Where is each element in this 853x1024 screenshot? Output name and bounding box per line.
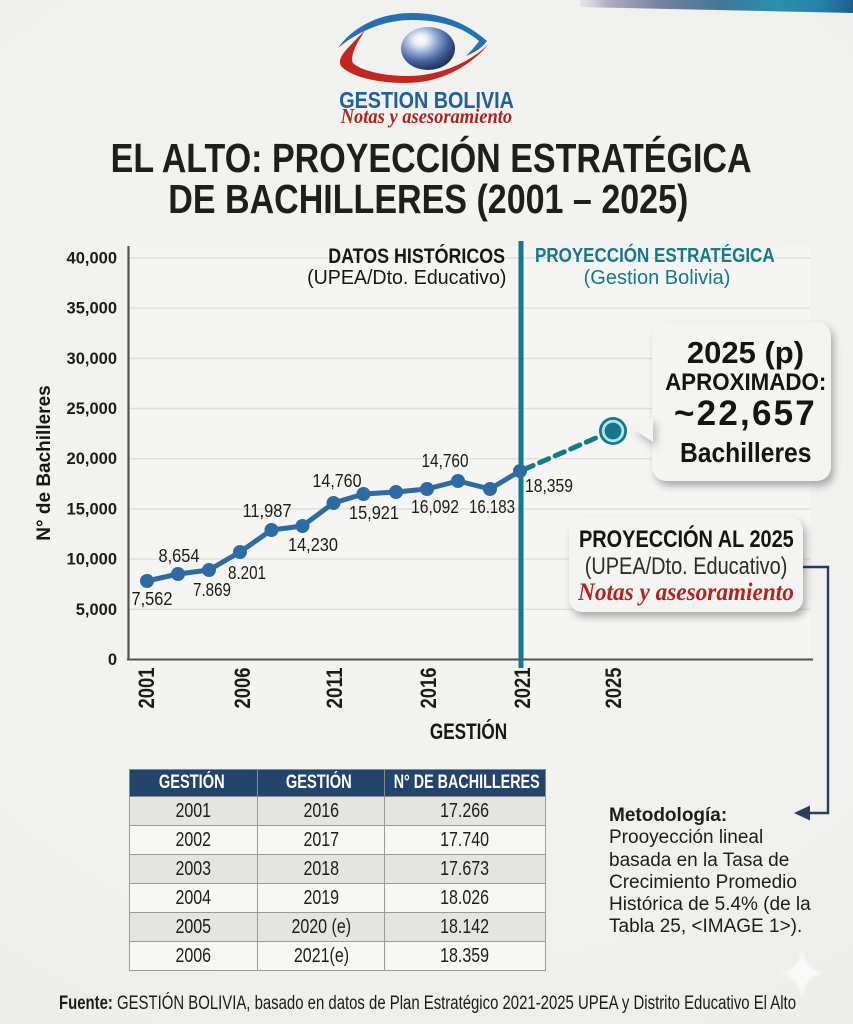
svg-text:16.183: 16.183 (469, 496, 515, 517)
svg-text:15,921: 15,921 (349, 502, 399, 523)
svg-text:30,000: 30,000 (67, 350, 117, 368)
svg-text:2021: 2021 (510, 668, 535, 709)
svg-text:14,230: 14,230 (288, 534, 338, 555)
svg-text:35,000: 35,000 (67, 300, 117, 318)
svg-text:11,987: 11,987 (243, 500, 292, 521)
svg-text:2001: 2001 (134, 668, 159, 709)
svg-text:7.869: 7.869 (193, 579, 231, 600)
svg-text:2006: 2006 (230, 668, 255, 709)
svg-text:8.201: 8.201 (228, 562, 266, 583)
svg-text:14,760: 14,760 (313, 470, 362, 491)
svg-text:18,359: 18,359 (525, 475, 573, 496)
svg-text:14,760: 14,760 (422, 450, 469, 471)
svg-text:16,092: 16,092 (411, 496, 459, 517)
svg-text:40,000: 40,000 (67, 250, 117, 268)
svg-text:10,000: 10,000 (67, 551, 117, 569)
svg-text:7,562: 7,562 (132, 588, 173, 609)
svg-text:2011: 2011 (322, 668, 347, 709)
svg-text:8,654: 8,654 (159, 545, 200, 566)
svg-text:2025: 2025 (601, 668, 626, 709)
svg-text:5,000: 5,000 (76, 601, 117, 619)
svg-text:15,000: 15,000 (67, 500, 117, 518)
svg-text:25,000: 25,000 (67, 400, 117, 418)
svg-text:20,000: 20,000 (67, 450, 117, 468)
svg-text:0: 0 (108, 651, 117, 669)
svg-text:2016: 2016 (416, 668, 441, 709)
